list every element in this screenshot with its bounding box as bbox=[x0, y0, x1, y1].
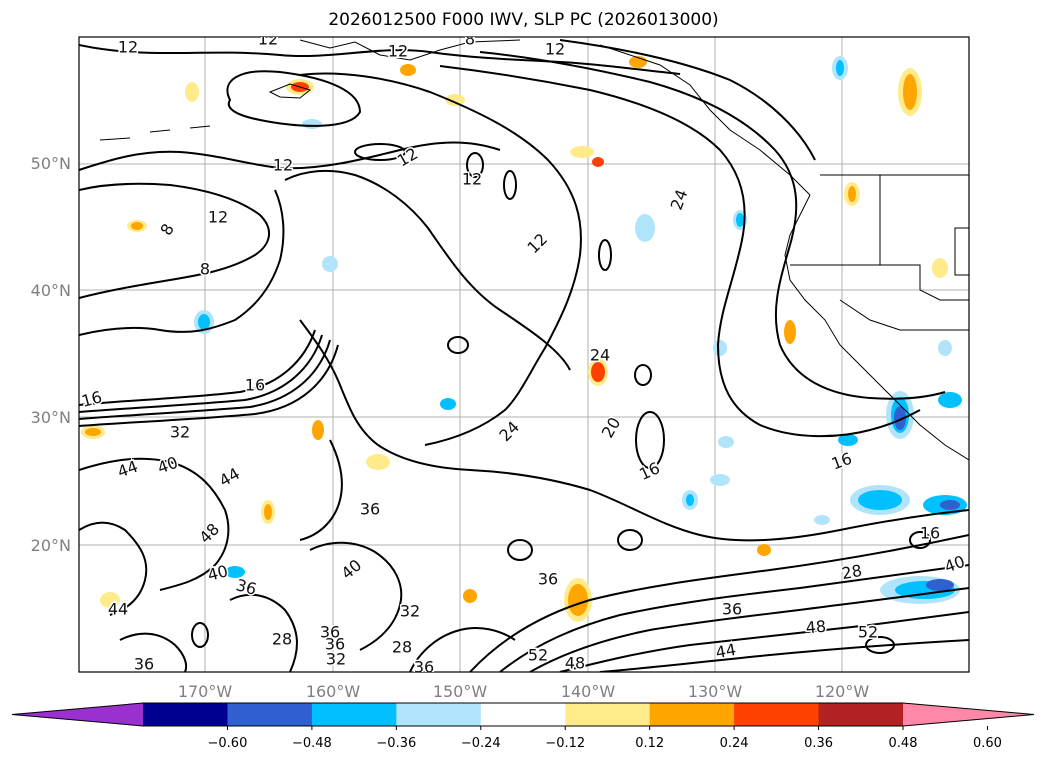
colorbar-segment bbox=[734, 703, 820, 726]
colorbar-tick-label: −0.24 bbox=[461, 736, 501, 751]
lat-tick-40n: 40°N bbox=[31, 281, 71, 300]
contour-label: 36 bbox=[320, 623, 340, 642]
colorbar-tick-label: 0.12 bbox=[635, 736, 664, 751]
contour-label: 52 bbox=[528, 646, 548, 665]
lon-tick-170w: 170°W bbox=[178, 682, 233, 701]
contour-label: 12 bbox=[118, 38, 138, 57]
colorbar-segment bbox=[818, 703, 904, 726]
contour-label: 16 bbox=[245, 376, 265, 395]
contour-label: 16 bbox=[920, 524, 940, 543]
gridlines bbox=[79, 37, 969, 672]
colorbar-segment bbox=[311, 703, 397, 726]
contour-label: 12 bbox=[462, 170, 482, 189]
contour-label: 12 bbox=[388, 42, 408, 61]
contour-label: 32 bbox=[326, 650, 346, 669]
lon-tick-120w: 120°W bbox=[815, 682, 870, 701]
colorbar-tick-label: −0.48 bbox=[292, 736, 332, 751]
map-background bbox=[79, 37, 969, 672]
contour-label: 32 bbox=[400, 602, 420, 621]
slp-contours bbox=[79, 39, 969, 672]
contour-label: 36 bbox=[360, 500, 380, 519]
contour-label: 36 bbox=[414, 658, 434, 677]
colorbar-segment bbox=[565, 703, 651, 726]
colorbar-segment bbox=[649, 703, 735, 726]
colorbar-tick-label: 0.24 bbox=[720, 736, 749, 751]
coastlines bbox=[99, 39, 969, 461]
contour-label: 12 bbox=[258, 30, 278, 49]
anomaly-fill-spots bbox=[81, 56, 967, 622]
colorbar-extend-high bbox=[903, 703, 1034, 726]
contour-label: 28 bbox=[392, 638, 412, 657]
colorbar-extend-low bbox=[12, 703, 143, 726]
contour-label: 12 bbox=[273, 156, 293, 175]
longitude-axis: 170°W 160°W 150°W 140°W 130°W 120°W bbox=[178, 682, 870, 701]
contour-label: 28 bbox=[840, 561, 863, 583]
contour-label: 52 bbox=[858, 623, 878, 642]
contour-label: 12 bbox=[545, 40, 565, 59]
colorbar-segment bbox=[396, 703, 482, 726]
colorbar-tick-label: −0.60 bbox=[208, 736, 248, 751]
latitude-axis: 50°N 40°N 30°N 20°N bbox=[31, 154, 71, 555]
lon-tick-150w: 150°W bbox=[433, 682, 488, 701]
lon-tick-160w: 160°W bbox=[306, 682, 361, 701]
contour-label: 44 bbox=[714, 640, 737, 662]
colorbar-tick-labels: −0.60 −0.48 −0.36 −0.24 −0.12 0.12 0.24 0.36 0.4… bbox=[208, 726, 1002, 751]
contour-label: 32 bbox=[170, 423, 190, 442]
lon-tick-140w: 140°W bbox=[561, 682, 616, 701]
contour-label: 36 bbox=[134, 655, 154, 674]
colorbar-tick-label: 0.48 bbox=[889, 736, 918, 751]
contour-label: 44 bbox=[108, 600, 128, 619]
colorbar-tick-label: 0.60 bbox=[973, 736, 1002, 751]
colorbar-outline bbox=[11, 702, 1035, 727]
contour-label: 28 bbox=[272, 630, 292, 649]
contour-label: 8 bbox=[200, 260, 210, 279]
map-frame bbox=[78, 36, 970, 673]
map-title: 2026012500 F000 IWV, SLP PC (2026013000) bbox=[328, 10, 719, 30]
lat-tick-50n: 50°N bbox=[31, 154, 71, 173]
colorbar-tick-label: −0.36 bbox=[376, 736, 416, 751]
contour-label: 36 bbox=[325, 635, 345, 654]
lon-tick-130w: 130°W bbox=[688, 682, 743, 701]
colorbar-tick-label: −0.12 bbox=[545, 736, 585, 751]
contour-label: 8 bbox=[465, 30, 475, 49]
contour-label: 24 bbox=[590, 346, 610, 365]
colorbar-segment bbox=[480, 703, 566, 726]
lat-tick-20n: 20°N bbox=[31, 536, 71, 555]
contour-label: 12 bbox=[208, 208, 228, 227]
colorbar-tick-label: 0.36 bbox=[804, 736, 833, 751]
contour-label: 48 bbox=[805, 617, 827, 638]
contour-label: 48 bbox=[565, 654, 585, 673]
lat-tick-30n: 30°N bbox=[31, 408, 71, 427]
colorbar-segment bbox=[227, 703, 313, 726]
colorbar-segment bbox=[143, 703, 228, 726]
contour-label: 36 bbox=[538, 570, 558, 589]
colorbar bbox=[11, 702, 1035, 727]
contour-label: 36 bbox=[722, 600, 742, 619]
